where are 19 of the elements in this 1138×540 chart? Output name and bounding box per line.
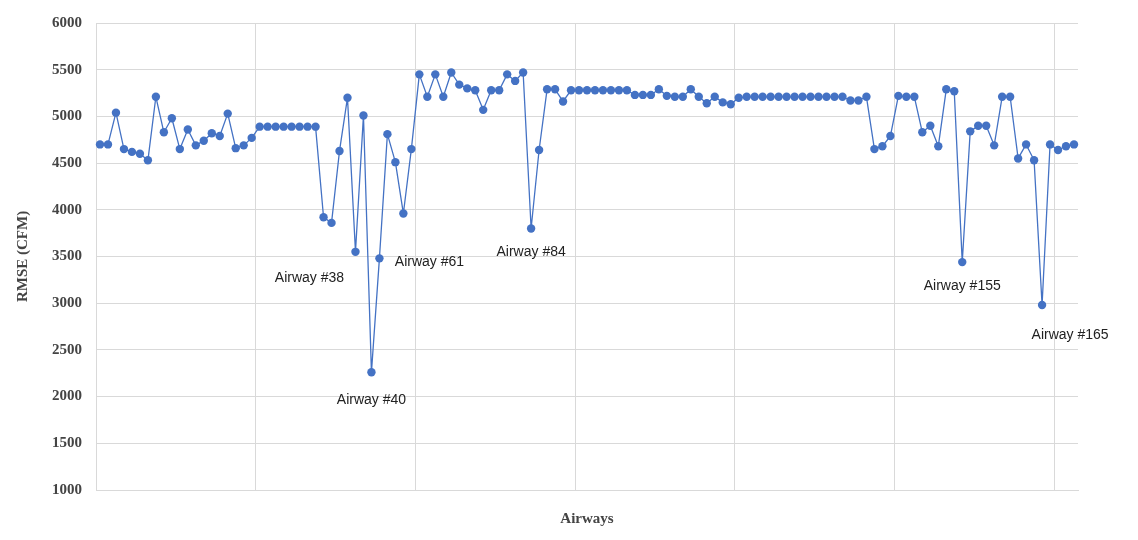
annotation: Airway #84 xyxy=(496,243,566,260)
y-tick-label: 3500 xyxy=(52,247,82,264)
annotation: Airway #38 xyxy=(274,268,345,285)
annotation: Airway #61 xyxy=(394,253,465,270)
y-tick-label: 1000 xyxy=(52,480,82,497)
y-tick-label: 5000 xyxy=(52,107,82,124)
annotation: Airway #165 xyxy=(1031,325,1109,342)
y-tick-label: 2000 xyxy=(52,387,82,404)
y-tick-label: 1500 xyxy=(52,434,82,451)
y-tick-label: 4000 xyxy=(52,200,82,217)
y-tick-label: 6000 xyxy=(52,13,82,30)
x-axis-title: Airways xyxy=(560,509,614,526)
y-axis-title: RMSE (CFM) xyxy=(13,210,31,303)
y-tick-label: 2500 xyxy=(52,340,82,357)
y-tick-label: 3000 xyxy=(52,294,82,311)
y-tick-label: 5500 xyxy=(52,60,82,77)
annotation: Airway #155 xyxy=(923,276,1001,293)
y-tick-label: 4500 xyxy=(52,153,82,170)
annotation: Airway #40 xyxy=(336,391,407,408)
